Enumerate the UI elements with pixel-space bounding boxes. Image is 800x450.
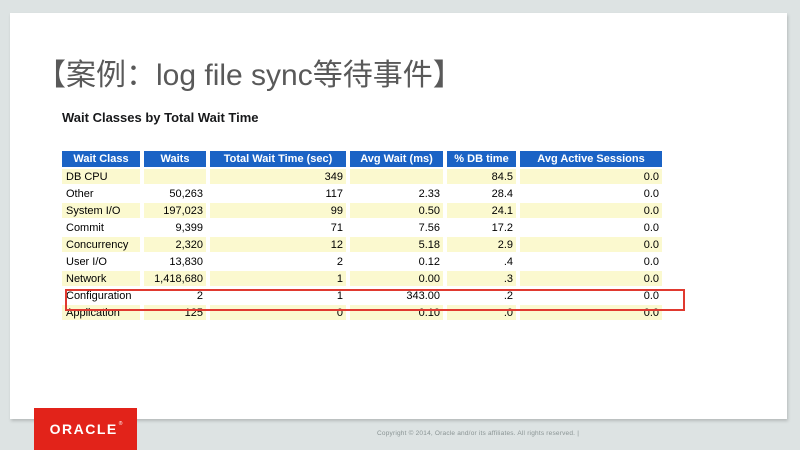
table-cell: 0.0 xyxy=(520,237,662,252)
table-row-highlighted: Network 1,418,680 1 0.00 .3 0.0 xyxy=(62,271,662,286)
table-row: Commit 9,399 71 7.56 17.2 0.0 xyxy=(62,220,662,235)
column-header: Wait Class xyxy=(62,151,140,167)
table-cell: .3 xyxy=(447,271,516,286)
table-cell: 343.00 xyxy=(350,288,443,303)
table-cell: 24.1 xyxy=(447,203,516,218)
table-cell: 0.0 xyxy=(520,203,662,218)
table-cell: 71 xyxy=(210,220,346,235)
table-cell: 117 xyxy=(210,186,346,201)
table-row: Other 50,263 117 2.33 28.4 0.0 xyxy=(62,186,662,201)
table-cell: 0.0 xyxy=(520,254,662,269)
registered-mark-icon: ® xyxy=(118,421,123,427)
highlight-box xyxy=(65,289,685,311)
table-row: User I/O 13,830 2 0.12 .4 0.0 xyxy=(62,254,662,269)
table-cell: .0 xyxy=(447,305,516,320)
table-cell xyxy=(144,169,206,184)
table-cell: Commit xyxy=(62,220,140,235)
table-cell: Other xyxy=(62,186,140,201)
table-cell: 0 xyxy=(210,305,346,320)
table-cell: 0.00 xyxy=(350,271,443,286)
table-cell: 0.50 xyxy=(350,203,443,218)
oracle-logo: ORACLE ® xyxy=(34,408,137,450)
table-row: DB CPU 349 84.5 0.0 xyxy=(62,169,662,184)
table-row: Configuration 2 1 343.00 .2 0.0 xyxy=(62,288,662,303)
table-cell: System I/O xyxy=(62,203,140,218)
table-cell: 197,023 xyxy=(144,203,206,218)
table-cell: 0.0 xyxy=(520,288,662,303)
column-header: Avg Active Sessions xyxy=(520,151,662,167)
slide-title: 【案例：log file sync等待事件】 xyxy=(36,59,463,92)
table-cell: 84.5 xyxy=(447,169,516,184)
table-cell: 0.0 xyxy=(520,169,662,184)
table-cell: .4 xyxy=(447,254,516,269)
table-cell: 13,830 xyxy=(144,254,206,269)
column-header: % DB time xyxy=(447,151,516,167)
table-cell: 0.0 xyxy=(520,186,662,201)
column-header: Total Wait Time (sec) xyxy=(210,151,346,167)
table-cell: .2 xyxy=(447,288,516,303)
table-row: Application 125 0 0.10.0 0.0 xyxy=(62,305,662,320)
table-cell: 9,399 xyxy=(144,220,206,235)
report-heading: Wait Classes by Total Wait Time xyxy=(62,110,259,125)
table-cell: 17.2 xyxy=(447,220,516,235)
table-cell: 0.12 xyxy=(350,254,443,269)
table-row: Concurrency 2,320 12 5.18 2.9 0.0 xyxy=(62,237,662,252)
table-cell: 50,263 xyxy=(144,186,206,201)
table-cell: Network xyxy=(62,271,140,286)
table-cell: Configuration xyxy=(62,288,140,303)
table-cell: 5.18 xyxy=(350,237,443,252)
table-cell: 2 xyxy=(144,288,206,303)
table-cell: 28.4 xyxy=(447,186,516,201)
table-cell: 2 xyxy=(210,254,346,269)
table-cell: 1 xyxy=(210,288,346,303)
table-cell: 0.0 xyxy=(520,220,662,235)
table-row: System I/O 197,023 99 0.50 24.1 0.0 xyxy=(62,203,662,218)
table-cell: 2.33 xyxy=(350,186,443,201)
column-header: Avg Wait (ms) xyxy=(350,151,443,167)
table-cell: DB CPU xyxy=(62,169,140,184)
table-cell: Concurrency xyxy=(62,237,140,252)
table-cell: 7.56 xyxy=(350,220,443,235)
table-cell: 349 xyxy=(210,169,346,184)
wait-classes-table: Wait Class Waits Total Wait Time (sec) Avg … xyxy=(58,149,666,322)
table-header: Wait Class Waits Total Wait Time (sec) Avg … xyxy=(62,151,662,167)
table-cell xyxy=(350,169,443,184)
slide: 【案例：log file sync等待事件】 Wait Classes by T… xyxy=(10,13,787,419)
oracle-wordmark: ORACLE xyxy=(49,421,118,437)
column-header: Waits xyxy=(144,151,206,167)
table-cell: User I/O xyxy=(62,254,140,269)
table-cell: 99 xyxy=(210,203,346,218)
table-cell: 1,418,680 xyxy=(144,271,206,286)
table-cell: 0.0 xyxy=(520,271,662,286)
table-cell: 2,320 xyxy=(144,237,206,252)
copyright-text: Copyright © 2014, Oracle and/or its affi… xyxy=(377,430,580,437)
table-cell: 2.9 xyxy=(447,237,516,252)
table-cell: 1 xyxy=(210,271,346,286)
table-cell: 12 xyxy=(210,237,346,252)
